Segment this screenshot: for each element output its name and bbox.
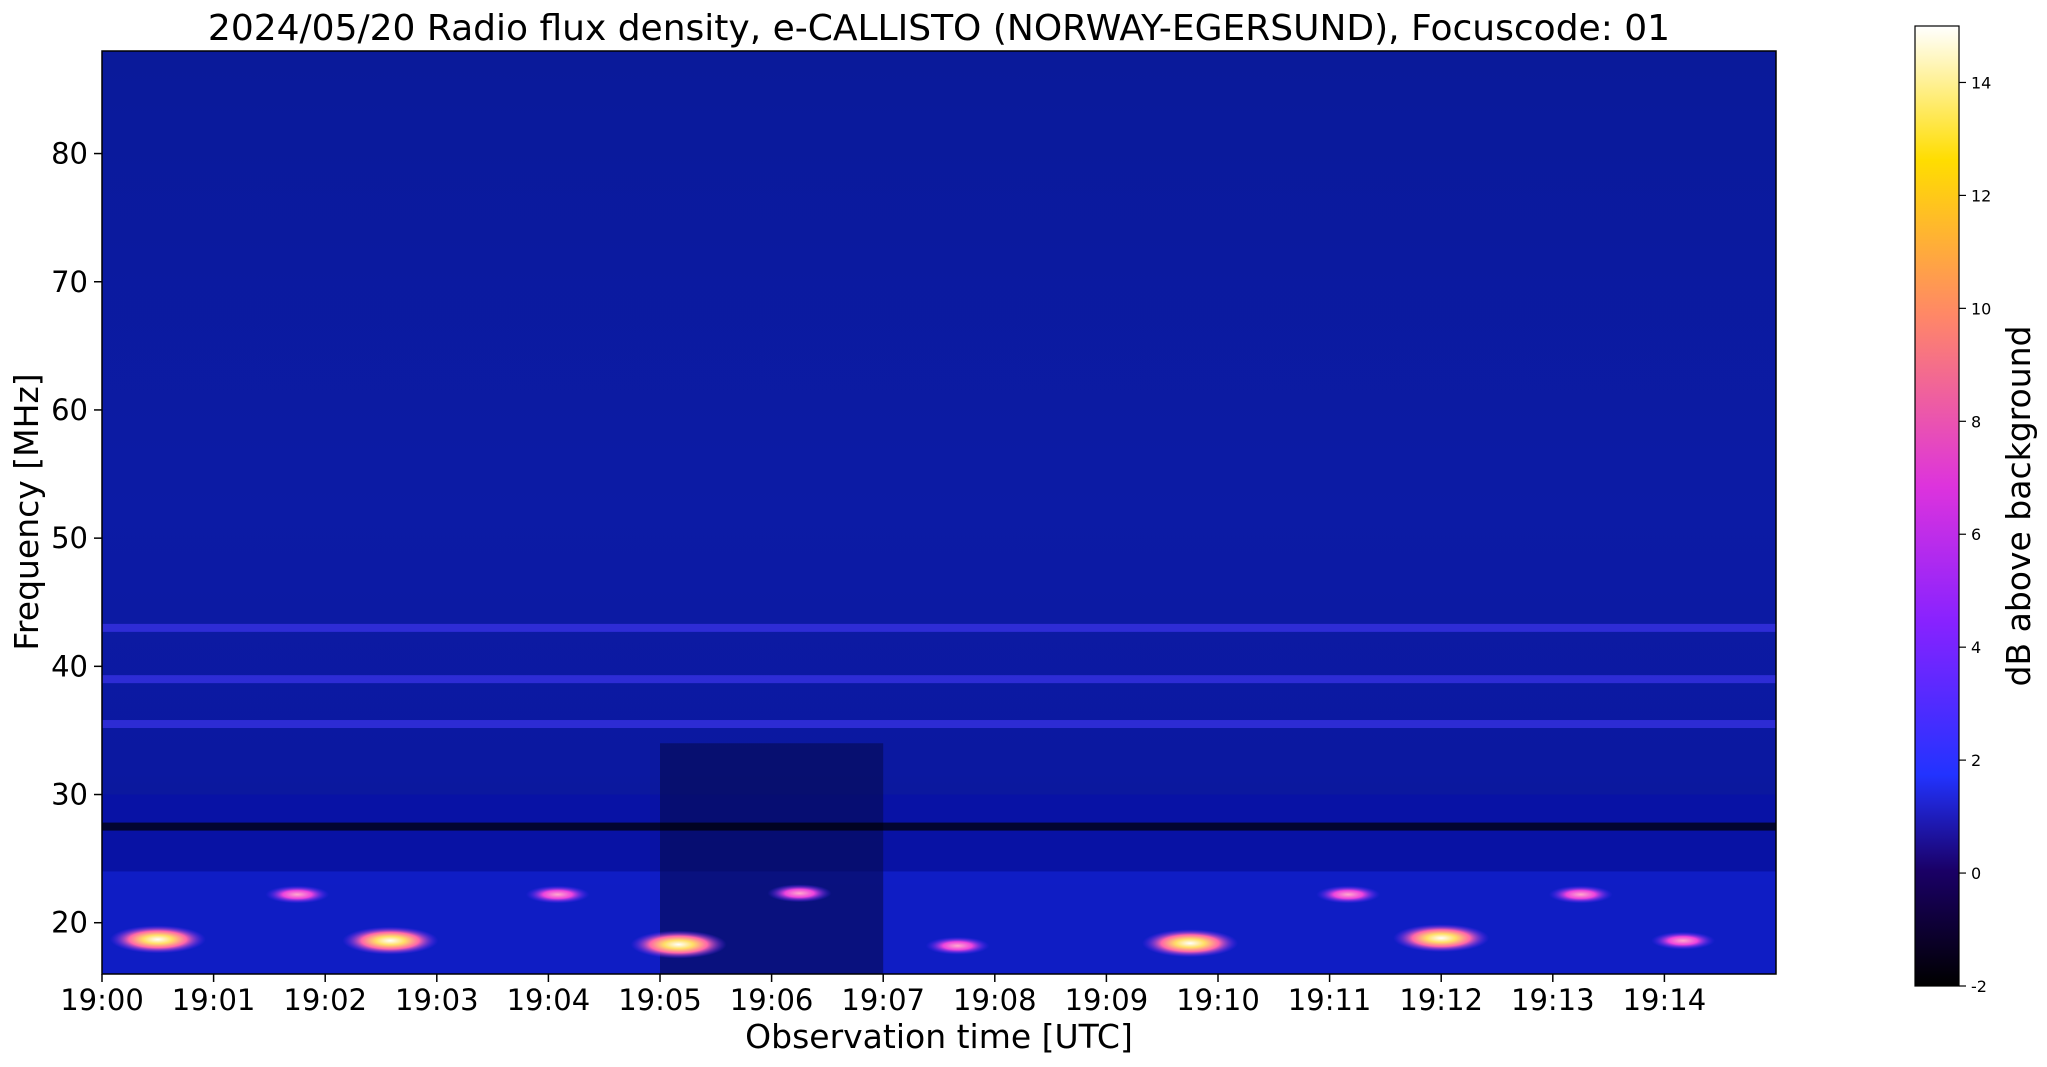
x-tick-label: 19:07 bbox=[841, 983, 925, 1017]
y-axis-label: Frequency [MHz] bbox=[7, 373, 46, 650]
spectrogram-features bbox=[102, 623, 1776, 974]
bright-spot bbox=[1316, 885, 1381, 904]
x-tick-label: 19:09 bbox=[1065, 983, 1149, 1017]
low-frequency-noise bbox=[102, 871, 1776, 974]
y-tick-label: 80 bbox=[51, 137, 88, 171]
chart-title: 2024/05/20 Radio flux density, e-CALLIST… bbox=[208, 8, 1670, 49]
plot-frame bbox=[101, 50, 1777, 975]
colorbar-tick-label: 0 bbox=[1971, 864, 1981, 883]
x-tick-label: 19:11 bbox=[1288, 983, 1372, 1017]
interference-band bbox=[102, 623, 1776, 632]
x-tick-label: 19:12 bbox=[1399, 983, 1483, 1017]
colorbar-tick-label: -2 bbox=[1971, 977, 1987, 996]
bright-spot bbox=[525, 885, 590, 904]
interference-band bbox=[102, 720, 1776, 729]
colorbar-tick-label: 2 bbox=[1971, 751, 1981, 770]
bright-spot bbox=[630, 930, 727, 959]
colorbar-tick-label: 8 bbox=[1971, 412, 1981, 431]
y-tick-label: 20 bbox=[51, 906, 88, 940]
y-axis-ticks: 20 30 40 50 60 70 80 bbox=[51, 137, 102, 940]
x-tick-label: 19:03 bbox=[395, 983, 479, 1017]
bright-spot bbox=[1393, 924, 1490, 953]
colorbar-tick-label: 14 bbox=[1971, 73, 1991, 92]
x-tick-label: 19:06 bbox=[730, 983, 814, 1017]
colorbar-ticks: -2 0 2 4 6 8 10 12 14 bbox=[1959, 73, 1991, 996]
y-tick-label: 50 bbox=[51, 521, 88, 555]
bright-spot bbox=[1548, 885, 1613, 904]
bright-spot bbox=[1142, 929, 1239, 958]
colorbar bbox=[1914, 25, 1960, 987]
bright-spot bbox=[925, 936, 990, 955]
bright-spot bbox=[342, 926, 439, 955]
y-tick-label: 60 bbox=[51, 393, 88, 427]
x-tick-label: 19:08 bbox=[953, 983, 1037, 1017]
colorbar-tick-label: 4 bbox=[1971, 638, 1981, 657]
colorbar-tick-label: 12 bbox=[1971, 186, 1991, 205]
x-tick-label: 19:10 bbox=[1176, 983, 1260, 1017]
x-axis-label: Observation time [UTC] bbox=[745, 1017, 1133, 1056]
x-tick-label: 19:04 bbox=[507, 983, 591, 1017]
y-tick-label: 70 bbox=[51, 265, 88, 299]
x-tick-label: 19:14 bbox=[1623, 983, 1707, 1017]
x-tick-label: 19:13 bbox=[1511, 983, 1595, 1017]
interference-band bbox=[102, 822, 1776, 831]
plot-area bbox=[102, 51, 1776, 974]
x-tick-label: 19:00 bbox=[60, 983, 144, 1017]
bright-spot bbox=[109, 925, 206, 954]
bright-spot bbox=[1651, 931, 1715, 950]
x-tick-label: 19:01 bbox=[172, 983, 256, 1017]
bright-spot bbox=[767, 884, 832, 903]
x-tick-label: 19:05 bbox=[618, 983, 702, 1017]
x-tick-label: 19:02 bbox=[283, 983, 367, 1017]
colorbar-tick-label: 10 bbox=[1971, 299, 1991, 318]
colorbar-tick-label: 6 bbox=[1971, 525, 1981, 544]
y-tick-label: 40 bbox=[51, 649, 88, 683]
interference-band bbox=[102, 675, 1776, 684]
y-tick-label: 30 bbox=[51, 778, 88, 812]
colorbar-label: dB above background bbox=[1999, 326, 2038, 687]
x-axis-ticks: 19:00 19:01 19:02 19:03 19:04 19:05 19:06 19:07… bbox=[60, 974, 1706, 1017]
bright-spot bbox=[265, 885, 330, 904]
